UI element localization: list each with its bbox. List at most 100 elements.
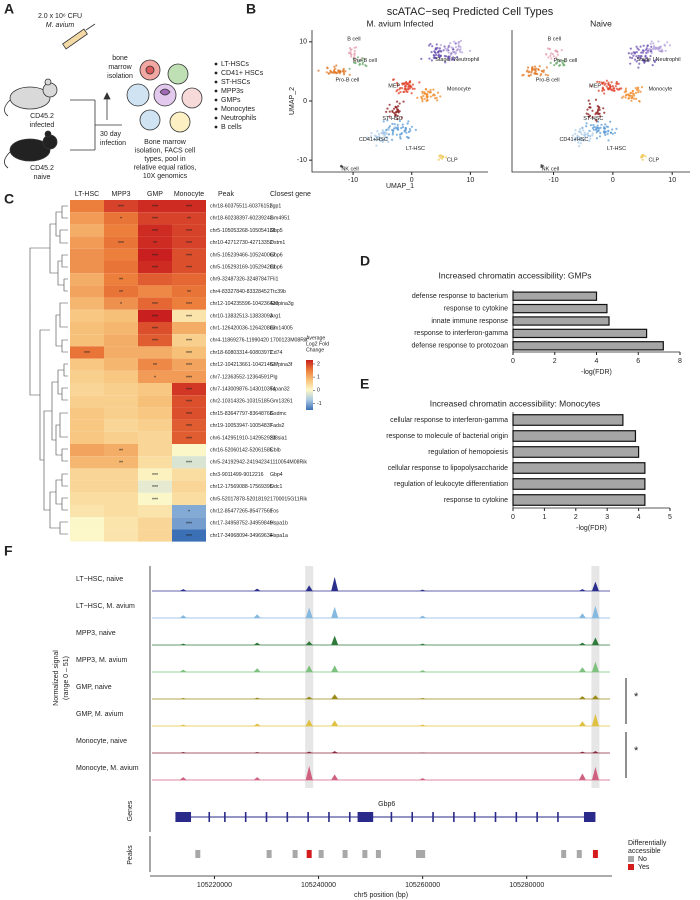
y-axis-label: UMAP_2 <box>289 87 296 115</box>
cluster-label: NK cell <box>341 166 358 172</box>
signal-peak <box>578 751 586 753</box>
exon <box>453 812 455 822</box>
x-axis-label: chr5 position (bp) <box>354 892 408 899</box>
bullet <box>214 116 218 120</box>
umap-point <box>421 98 424 101</box>
umap-point <box>459 50 462 54</box>
umap-point <box>640 156 643 159</box>
exon <box>494 812 497 822</box>
signal-peak <box>419 778 427 780</box>
umap-point <box>396 123 399 126</box>
umap-point <box>352 57 355 60</box>
umap-point <box>440 154 443 158</box>
signal-peak <box>305 696 313 699</box>
significance: * <box>120 217 122 223</box>
umap-point <box>385 132 388 135</box>
umap-point <box>588 114 592 117</box>
signal-peak <box>419 643 427 645</box>
peak-label: chr5-105053268-105054135 <box>210 228 276 234</box>
exon <box>390 812 393 822</box>
umap-point <box>407 88 410 91</box>
gene-label: Gbp4 <box>270 472 283 478</box>
legend-label: Monocyte, naive <box>76 738 127 745</box>
umap-point <box>530 67 534 70</box>
heatmap-cell <box>104 224 138 237</box>
umap-point <box>457 48 460 51</box>
significance: ** <box>153 241 157 247</box>
y-axis-label: Normalized signal <box>53 650 60 706</box>
cell-type: B cells <box>221 124 242 131</box>
heatmap-cell <box>138 358 172 371</box>
umap-point <box>588 102 591 105</box>
umap-point <box>635 45 638 48</box>
umap-point <box>600 81 603 84</box>
coding-block <box>175 812 192 822</box>
umap-point <box>583 133 586 137</box>
processing-label: types, pool in <box>144 156 185 163</box>
heatmap-cell <box>104 505 138 518</box>
umap-point <box>577 130 581 133</box>
umap-point <box>595 128 598 131</box>
heatmap-cell <box>104 419 138 432</box>
gene-label: Cblb <box>270 447 281 453</box>
umap-point <box>459 39 463 42</box>
heatmap-cell <box>104 431 138 444</box>
heatmap-cell <box>172 517 206 530</box>
heatmap-cell <box>70 492 104 505</box>
umap-point <box>398 119 402 123</box>
umap-point <box>421 100 424 103</box>
gene-label: Arg1 <box>270 313 281 319</box>
umap-point <box>381 131 384 135</box>
umap-point <box>641 51 644 54</box>
cluster-label: Stage I Neutrophil <box>435 57 479 63</box>
umap-point <box>348 51 351 55</box>
bullet <box>214 125 218 129</box>
heatmap-cell <box>138 395 172 408</box>
significance: *** <box>186 339 192 345</box>
umap-point <box>439 43 442 47</box>
umap-point <box>405 81 408 85</box>
umap-point <box>381 128 384 132</box>
umap-point <box>616 82 619 85</box>
x-axis-label: -log(FDR) <box>581 369 612 376</box>
umap-point <box>395 110 398 113</box>
peak-label: chr9-32487326-32487847 <box>210 277 270 283</box>
umap-point <box>666 41 669 44</box>
significance: *** <box>152 302 158 308</box>
category-label: cellular response to lipopolysaccharide <box>388 465 508 472</box>
category-label: regulation of leukocyte differentiation <box>394 481 508 488</box>
umap-point <box>615 80 618 84</box>
umap-point <box>650 45 653 48</box>
umap-point <box>639 55 642 58</box>
legend-title: Average <box>306 335 325 341</box>
gene-label: Serpina3g <box>270 301 294 307</box>
significance: *** <box>152 217 158 223</box>
umap-point <box>410 125 414 128</box>
umap-point <box>337 69 340 72</box>
category-label: response to molecule of bacterial origin <box>386 433 508 440</box>
processing-label: Bone marrow <box>144 139 187 146</box>
processing-label: isolation, FACS cell <box>135 147 196 154</box>
heatmap-cell <box>138 456 172 469</box>
signal-peak <box>419 615 427 618</box>
umap-point <box>398 88 401 91</box>
umap-point <box>613 87 616 90</box>
umap-point <box>395 133 398 136</box>
isolation-label: isolation <box>107 73 133 80</box>
peak-label: chr12-17569088-17569395 <box>210 484 273 490</box>
gene-label: Odc1 <box>270 484 283 490</box>
umap-point <box>450 46 453 49</box>
significance: *** <box>84 351 90 357</box>
significance: *** <box>186 265 192 271</box>
umap-point <box>403 129 407 132</box>
umap-point <box>420 57 423 60</box>
signal-peak <box>591 695 599 699</box>
cell-type: Monocytes <box>221 106 255 113</box>
umap-point <box>395 127 398 130</box>
gene-label: Gm13261 <box>270 399 293 405</box>
umap-point <box>578 127 582 131</box>
umap-point <box>391 129 395 132</box>
exon <box>515 812 518 822</box>
umap-point <box>406 90 409 94</box>
